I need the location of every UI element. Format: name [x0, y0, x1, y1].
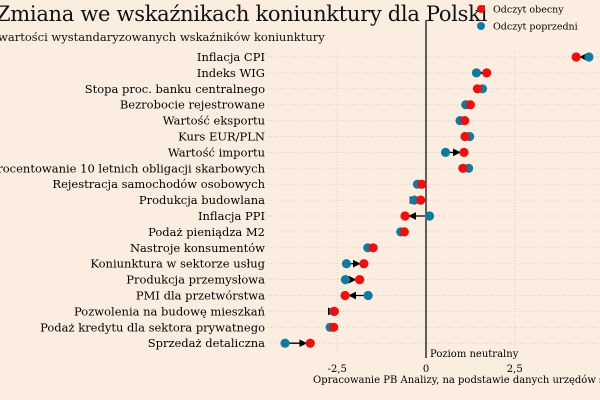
current-value-dot [482, 68, 492, 78]
category-label: PMI dla przetwórstwa [136, 289, 265, 303]
current-value-dot [305, 338, 315, 348]
previous-value-dot [409, 195, 419, 205]
current-value-dot [399, 227, 409, 237]
current-value-dot [400, 211, 410, 221]
category-label: Pozwolenia na budowę mieszkań [74, 304, 266, 318]
category-label: Bezrobocie rejestrowane [120, 98, 265, 112]
category-label: Podaż pieniądza M2 [148, 225, 265, 239]
category-label: Kurs EUR/PLN [178, 130, 265, 144]
current-value-dot [355, 275, 365, 285]
chart-subtitle: wartości wystandaryzowanych wskaźników k… [0, 30, 325, 44]
category-label: Rejestracja samochodów osobowych [52, 177, 265, 191]
current-value-dot [329, 322, 339, 332]
current-value-dot [368, 243, 378, 253]
legend-label: Odczyt obecny [493, 5, 564, 16]
category-label: Wartość importu [168, 145, 265, 159]
previous-value-dot [280, 338, 290, 348]
previous-value-dot [584, 52, 594, 62]
current-value-dot [460, 116, 470, 126]
previous-value-dot [440, 147, 451, 157]
neutral-level-annotation: Poziom neutralny [430, 349, 519, 360]
category-label: Produkcja przemysłowa [126, 273, 265, 287]
category-label: Koniunktura w sektorze usług [90, 257, 265, 271]
current-value-dot [359, 259, 369, 269]
current-value-dot [417, 179, 427, 189]
current-value-dot [472, 84, 483, 94]
category-label: Oprocentowanie 10 letnich obligacji skar… [0, 161, 266, 175]
x-tick-label: 2,5 [507, 364, 523, 375]
current-value-dot [416, 195, 426, 205]
legend-label: Odczyt poprzedni [493, 22, 578, 33]
category-label: Produkcja budowlana [139, 193, 265, 207]
current-value-dot [340, 290, 350, 301]
x-tick-label: 0 [423, 364, 429, 375]
category-label: Stopa proc. banku centralnego [85, 82, 265, 96]
current-value-dot [458, 163, 468, 173]
previous-value-dot [363, 290, 373, 301]
current-value-dot [460, 131, 470, 142]
chart-title: Zmiana we wskaźnikach koniunktury dla Po… [0, 2, 487, 26]
category-label: Wartość eksportu [163, 114, 265, 128]
previous-value-dot [471, 68, 482, 78]
source-note: Opracowanie PB Analizy, na podstawie dan… [313, 375, 600, 386]
category-label: Inflacja CPI [197, 50, 265, 64]
previous-value-dot [341, 259, 352, 269]
category-label: Indeks WIG [197, 66, 265, 80]
category-label: Podaż kredytu dla sektora prywatnego [40, 320, 265, 334]
legend-marker [477, 5, 485, 13]
category-label: Inflacja PPI [198, 209, 265, 223]
previous-value-dot [340, 275, 351, 285]
current-value-dot [571, 52, 581, 62]
current-value-dot [459, 147, 469, 157]
previous-value-dot [424, 211, 435, 221]
category-label: Sprzedaż detaliczna [148, 336, 265, 350]
category-label: Nastroje konsumentów [130, 241, 265, 255]
legend-marker [477, 22, 485, 30]
current-value-dot [329, 306, 340, 316]
current-value-dot [465, 100, 475, 110]
x-tick-label: -2,5 [328, 364, 347, 375]
